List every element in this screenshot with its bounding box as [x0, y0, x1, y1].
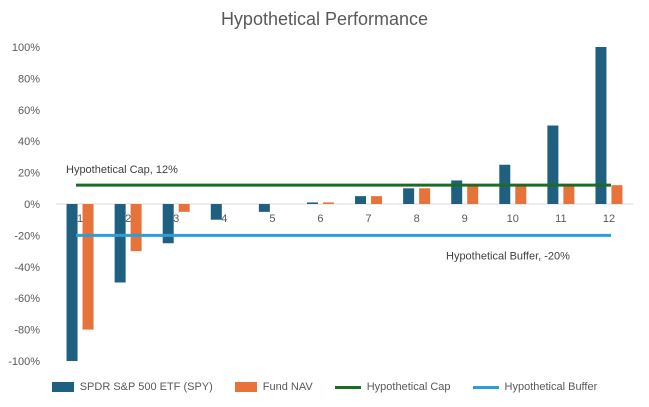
buffer-annotation: Hypothetical Buffer, -20% — [446, 250, 570, 262]
fund-nav-bar-9 — [467, 185, 479, 204]
fund-nav-bar-3 — [178, 204, 190, 212]
x-tick-label: 10 — [507, 213, 519, 225]
spy-bar-1 — [66, 204, 78, 361]
legend-swatch-spy — [51, 382, 74, 392]
spy-bar-8 — [403, 188, 415, 204]
x-tick-label: 12 — [603, 213, 615, 225]
spy-bar-3 — [162, 204, 174, 244]
fund-nav-bar-1 — [82, 204, 94, 330]
legend-item-fund-nav: Fund NAV — [234, 377, 313, 397]
y-tick-label: 20% — [18, 168, 40, 180]
x-tick-label: 3 — [173, 213, 179, 225]
y-tick-label: 60% — [18, 105, 40, 117]
x-tick-label: 2 — [125, 213, 131, 225]
fund-nav-bar-6 — [322, 202, 334, 204]
fund-nav-bar-11 — [563, 185, 575, 204]
x-tick-label: 8 — [414, 213, 420, 225]
cap-annotation: Hypothetical Cap, 12% — [66, 164, 178, 176]
fund-nav-bar-12 — [611, 185, 623, 204]
legend-label-spy: SPDR S&P 500 ETF (SPY) — [79, 381, 213, 393]
y-tick-label: -40% — [14, 262, 40, 274]
fund-nav-bar-8 — [419, 188, 431, 204]
fund-nav-bar-10 — [515, 185, 527, 204]
chart-title: Hypothetical Performance — [220, 9, 429, 29]
x-tick-label: 7 — [365, 213, 371, 225]
legend-item-buffer: Hypothetical Buffer — [472, 377, 598, 397]
x-tick-label: 9 — [462, 213, 468, 225]
spy-bar-11 — [547, 125, 559, 204]
x-tick-label: 11 — [555, 213, 566, 225]
legend-swatch-fund-nav — [234, 382, 257, 392]
legend-label-fund-nav: Fund NAV — [262, 381, 313, 393]
y-tick-label: -80% — [14, 325, 40, 337]
y-tick-label: -100% — [8, 356, 40, 368]
spy-bar-4 — [210, 204, 222, 220]
y-tick-label: 100% — [12, 42, 40, 54]
legend-swatch-buffer — [472, 385, 499, 389]
y-tick-label: 40% — [18, 136, 40, 148]
x-tick-label: 5 — [269, 213, 275, 225]
y-tick-label: 80% — [18, 73, 40, 85]
y-tick-label: -60% — [14, 293, 40, 305]
spy-bar-6 — [306, 202, 318, 204]
fund-nav-bar-2 — [130, 204, 142, 252]
legend: SPDR S&P 500 ETF (SPY) Fund NAV Hypothet… — [0, 377, 649, 397]
spy-bar-7 — [355, 196, 367, 204]
x-tick-label: 1 — [77, 213, 83, 225]
spy-bar-9 — [451, 180, 463, 204]
legend-item-cap: Hypothetical Cap — [334, 377, 451, 397]
spy-bar-5 — [258, 204, 270, 212]
legend-label-cap: Hypothetical Cap — [366, 381, 451, 393]
x-tick-label: 6 — [317, 213, 323, 225]
legend-item-spy: SPDR S&P 500 ETF (SPY) — [51, 377, 213, 397]
fund-nav-bar-7 — [371, 196, 383, 204]
y-tick-label: 0% — [24, 199, 40, 211]
spy-bar-12 — [595, 47, 607, 204]
legend-label-buffer: Hypothetical Buffer — [504, 381, 598, 393]
spy-bar-2 — [114, 204, 126, 283]
y-tick-label: -20% — [14, 230, 40, 242]
x-tick-label: 4 — [221, 213, 227, 225]
legend-swatch-cap — [334, 385, 361, 389]
